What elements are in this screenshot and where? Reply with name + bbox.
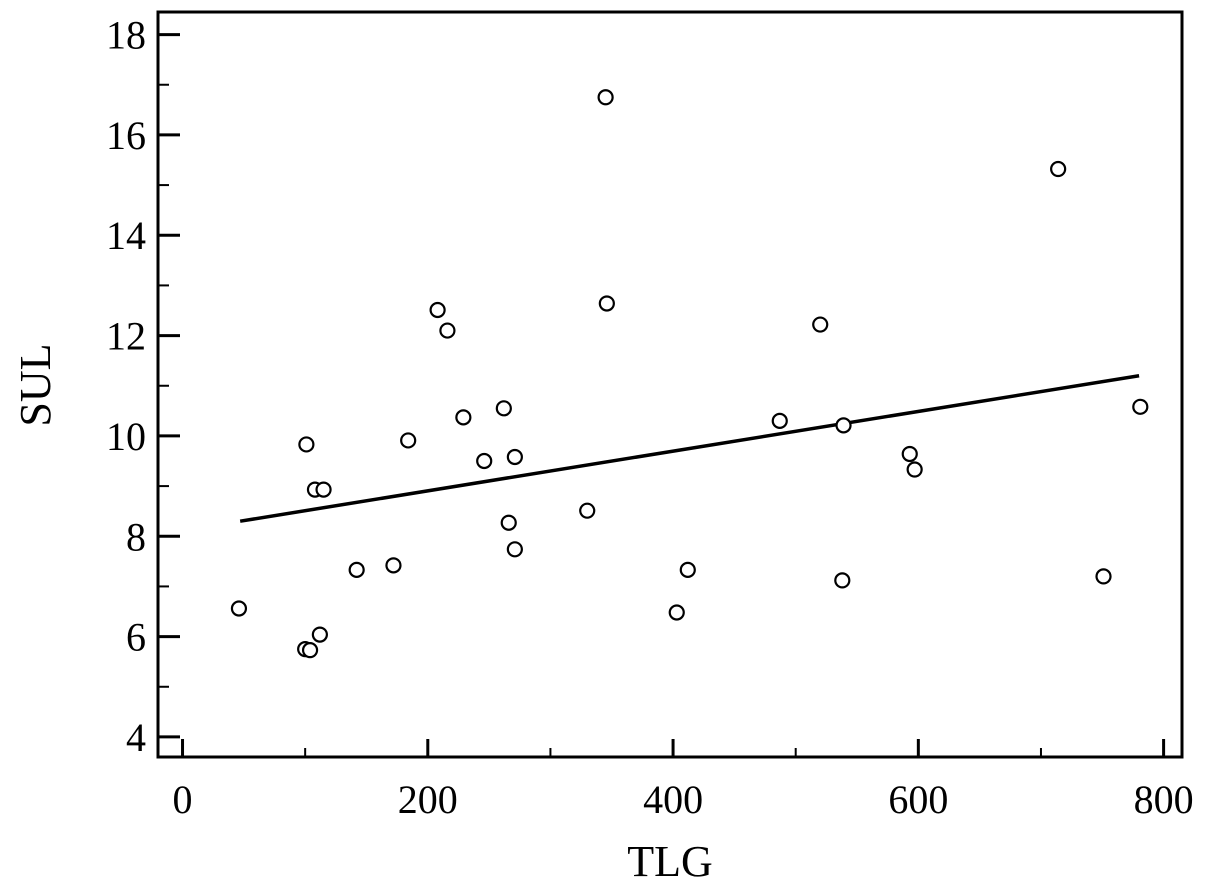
- y-axis-tick-labels: 4 6 8 10 12 14 16 18: [106, 13, 146, 760]
- data-point: [598, 295, 615, 312]
- y-axis-ticks: [158, 33, 180, 739]
- y-tick-label: 14: [106, 213, 146, 258]
- y-tick-label: 18: [106, 13, 146, 58]
- data-point: [835, 417, 852, 434]
- y-tick-label: 16: [106, 113, 146, 158]
- x-tick-label: 200: [398, 777, 458, 822]
- data-point: [1050, 160, 1067, 178]
- y-tick-label: 8: [126, 514, 146, 559]
- data-point: [668, 604, 685, 621]
- x-tick-label: 400: [643, 777, 703, 822]
- data-point: [311, 626, 328, 643]
- data-point: [1095, 568, 1112, 585]
- data-point: [597, 89, 614, 106]
- x-axis-title: TLG: [627, 837, 713, 886]
- y-tick-label: 10: [106, 414, 146, 459]
- data-point: [476, 452, 493, 470]
- y-tick-label: 4: [126, 715, 146, 760]
- data-point: [500, 514, 517, 531]
- x-tick-label: 800: [1134, 777, 1194, 822]
- x-tick-label: 600: [888, 777, 948, 822]
- data-point: [455, 409, 472, 426]
- data-point: [679, 561, 696, 578]
- data-point: [348, 561, 365, 578]
- data-point: [1132, 398, 1149, 415]
- trend-line: [239, 373, 1140, 523]
- data-point: [301, 642, 319, 659]
- data-point: [495, 400, 512, 417]
- data-point: [230, 600, 248, 617]
- data-point: [315, 481, 332, 498]
- data-point: [834, 572, 851, 589]
- data-points: [230, 89, 1149, 659]
- y-axis-title: SUL: [11, 343, 60, 426]
- data-point: [901, 445, 918, 463]
- data-point: [400, 432, 417, 449]
- data-point: [429, 301, 446, 319]
- data-point: [812, 316, 829, 333]
- data-point: [298, 436, 315, 453]
- data-point: [506, 448, 523, 466]
- x-axis-tick-labels: 0 200 400 600 800: [173, 777, 1194, 822]
- y-tick-label: 12: [106, 314, 146, 359]
- plot-frame: [156, 10, 1184, 759]
- y-tick-label: 6: [126, 615, 146, 660]
- x-axis-ticks: [181, 739, 1166, 757]
- data-point: [439, 322, 456, 339]
- data-point: [906, 461, 923, 478]
- data-point: [771, 412, 788, 429]
- x-tick-label: 0: [173, 777, 193, 822]
- data-point: [579, 502, 596, 519]
- data-point: [506, 541, 523, 558]
- data-point: [385, 557, 402, 574]
